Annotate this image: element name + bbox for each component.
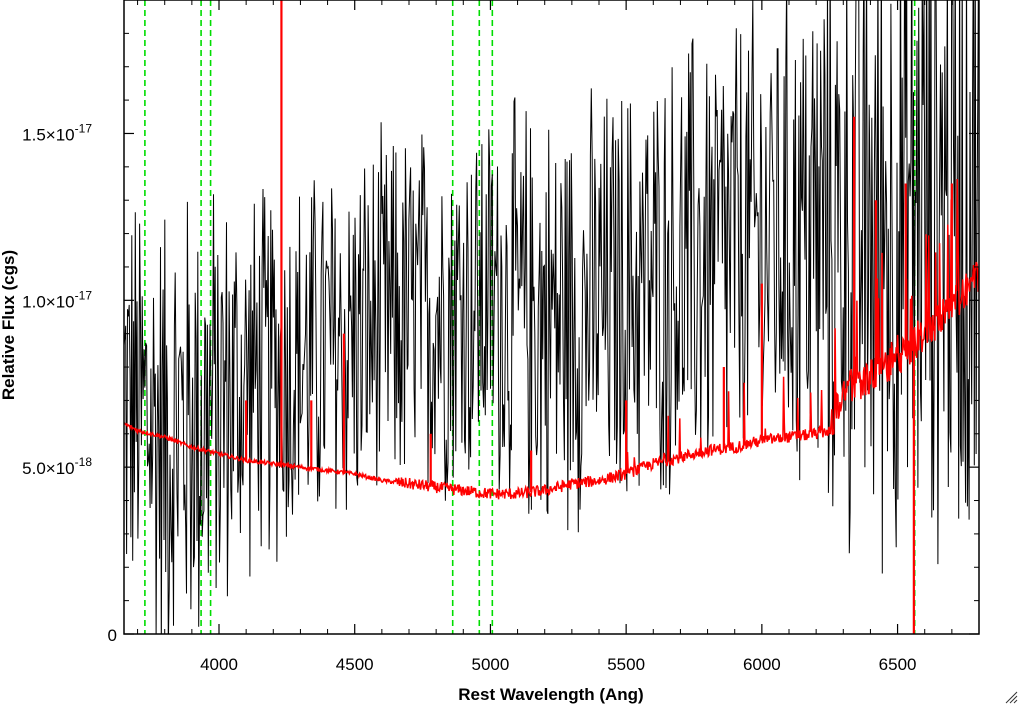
resize-grip-icon[interactable] (1004, 690, 1018, 704)
x-tick-label: 4500 (336, 655, 374, 674)
y-tick-label: 5.0×10-18 (22, 455, 92, 478)
observed-spectrum-line (124, 0, 979, 634)
y-tick-label: 1.0×10-17 (22, 288, 92, 311)
x-tick-label: 5500 (607, 655, 645, 674)
model-spectrum-line (124, 179, 979, 500)
y-tick-label: 1.5×10-17 (22, 121, 92, 144)
y-tick-label: 0 (108, 626, 117, 645)
x-tick-label: 5000 (472, 655, 510, 674)
x-axis-title: Rest Wavelength (Ang) (458, 685, 643, 704)
x-tick-label: 6500 (879, 655, 917, 674)
reference-lines (144, 0, 916, 634)
series-layer (124, 0, 979, 634)
plot-frame (123, 0, 980, 635)
x-tick-label: 4000 (200, 655, 238, 674)
x-tick-label: 6000 (743, 655, 781, 674)
y-axis-title: Relative Flux (cgs) (0, 250, 18, 400)
axes: 4000 4500 5000 5500 6000 6500 0 5.0×10-18 1.0×10… (22, 0, 980, 674)
